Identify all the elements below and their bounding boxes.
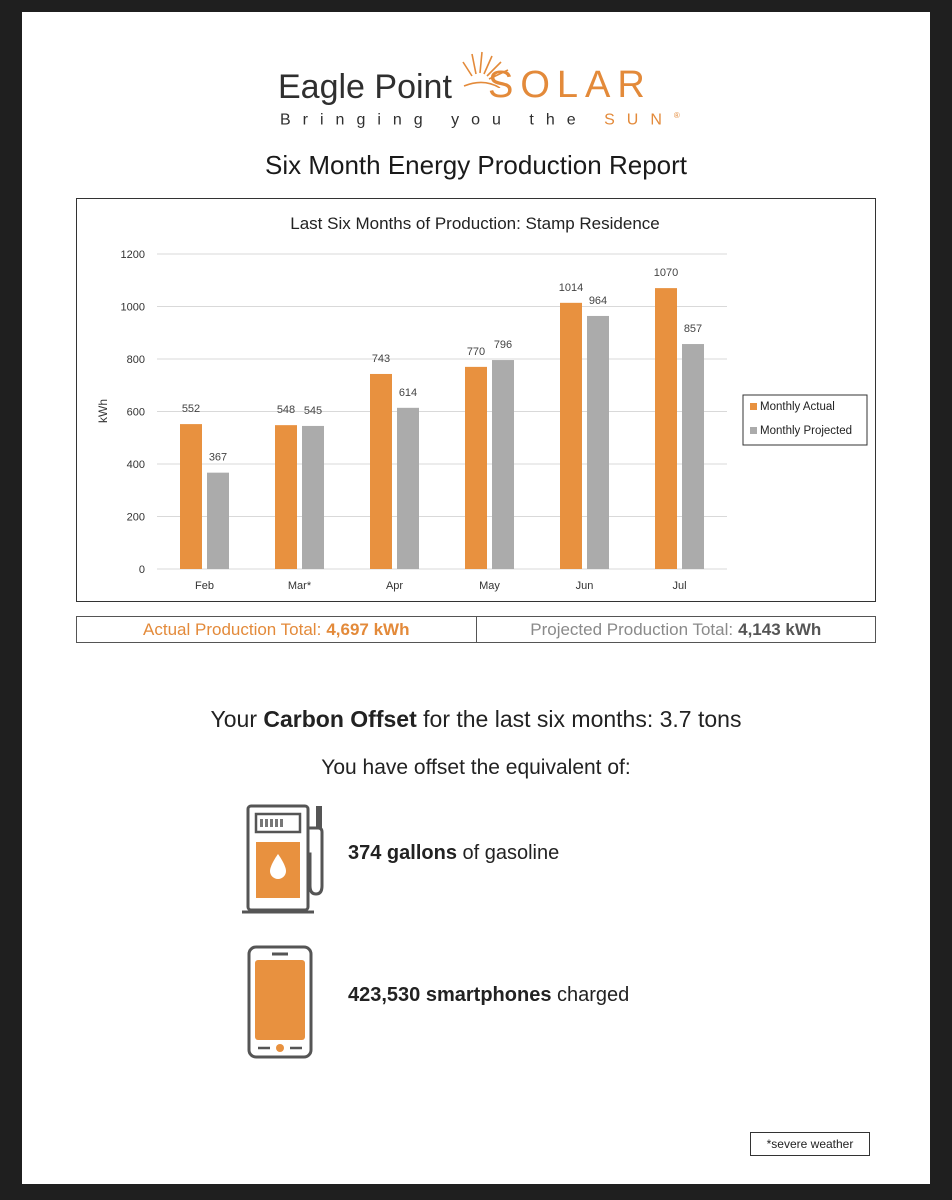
chart-canvas: Last Six Months of Production: Stamp Res… (96, 214, 868, 592)
data-labels: 552 367 548 545 743 614 770 796 1014 964 1070 857 (182, 267, 702, 464)
bar-projected (302, 425, 324, 569)
data-label: 552 (182, 403, 200, 415)
x-tick-label: Feb (195, 580, 214, 592)
projected-total-label: Projected Production Total: (530, 619, 734, 639)
bar-actual (560, 302, 582, 569)
gasoline-equivalent: 374 gallons of gasoline (348, 842, 559, 865)
sun-rays-icon (462, 51, 509, 88)
x-tick-label: Mar* (288, 580, 312, 592)
projected-total-value: 4,143 kWh (738, 619, 822, 639)
bar-actual (370, 373, 392, 569)
x-tick-label: Jul (672, 580, 686, 592)
tagline-accent: SUN (604, 111, 674, 129)
y-tick-label: 400 (127, 459, 145, 471)
bar-actual (465, 366, 487, 569)
data-label: 857 (684, 323, 702, 335)
bar-actual (180, 424, 202, 569)
smartphone-unit: charged (557, 984, 630, 1006)
bars (180, 288, 704, 569)
y-tick-label: 200 (127, 512, 145, 524)
registered-mark: ® (673, 111, 680, 120)
legend-label: Monthly Actual (760, 401, 835, 413)
smartphone-icon (247, 945, 313, 1059)
legend-label: Monthly Projected (760, 425, 852, 437)
y-tick-label: 1200 (121, 249, 145, 261)
legend-box (742, 394, 868, 446)
x-tick-label: Apr (386, 580, 403, 592)
bar-actual (275, 425, 297, 569)
production-chart: Last Six Months of Production: Stamp Res… (76, 198, 876, 602)
data-label: 796 (494, 339, 512, 351)
report-title: Six Month Energy Production Report (265, 150, 687, 180)
carbon-strong: Carbon Offset (263, 706, 417, 732)
gas-pump-icon (242, 804, 324, 914)
data-label: 614 (399, 387, 417, 399)
smartphone-equivalent: 423,530 smartphones charged (348, 984, 629, 1007)
y-tick-label: 1000 (121, 302, 145, 314)
chart-legend: Monthly Actual Monthly Projected (742, 394, 868, 446)
brand-name-left: Eagle Point (278, 68, 452, 106)
tagline-main: Bringing you the (280, 111, 588, 129)
gridlines (157, 253, 727, 570)
report-page: Eagle Point SOLAR Bringing you the SUN® … (22, 12, 930, 1184)
x-tick-label: May (479, 580, 500, 592)
gasoline-amount: 374 gallons (348, 842, 457, 864)
smartphone-amount: 423,530 smartphones (348, 984, 552, 1006)
x-tick-label: Jun (576, 580, 594, 592)
gasoline-unit: of gasoline (462, 842, 560, 864)
brand-name-right: SOLAR (488, 64, 652, 106)
bar-projected (682, 344, 704, 569)
data-label: 367 (209, 452, 227, 464)
actual-total-label: Actual Production Total: (143, 619, 322, 639)
bar-projected (587, 315, 609, 569)
equivalent-intro: You have offset the equivalent of: (321, 756, 631, 779)
data-label: 548 (277, 404, 295, 416)
carbon-suffix: for the last six months: 3.7 tons (423, 706, 742, 732)
bar-projected (492, 360, 514, 569)
production-totals: Actual Production Total: 4,697 kWh Proje… (76, 616, 876, 643)
y-tick-label: 0 (139, 564, 145, 576)
axis-labels: 0 200 400 600 800 1000 1200 Feb Mar* Apr May Jun Jul (121, 249, 687, 592)
actual-total: Actual Production Total: 4,697 kWh (77, 617, 477, 642)
bar-projected (397, 407, 419, 569)
chart-title: Last Six Months of Production: Stamp Res… (290, 214, 659, 233)
data-label: 743 (372, 353, 390, 365)
legend-swatch (750, 403, 757, 410)
brand-tagline: Bringing you the SUN® (280, 111, 680, 129)
y-tick-label: 600 (127, 407, 145, 419)
y-tick-label: 800 (127, 354, 145, 366)
projected-total: Projected Production Total: 4,143 kWh (477, 617, 876, 642)
data-label: 1014 (559, 282, 583, 294)
footnote-box: *severe weather (750, 1132, 870, 1156)
legend-swatch (750, 427, 757, 434)
carbon-prefix: Your (210, 706, 258, 732)
bar-projected (207, 472, 229, 569)
bar-actual (655, 288, 677, 569)
carbon-offset-line: Your Carbon Offset for the last six mont… (22, 706, 930, 733)
y-axis-label: kWh (96, 399, 110, 423)
data-label: 770 (467, 346, 485, 358)
data-label: 1070 (654, 267, 678, 279)
data-label: 545 (304, 405, 322, 417)
data-label: 964 (589, 295, 607, 307)
actual-total-value: 4,697 kWh (326, 619, 410, 639)
company-logo: Eagle Point SOLAR Bringing you the SUN® (278, 48, 698, 138)
